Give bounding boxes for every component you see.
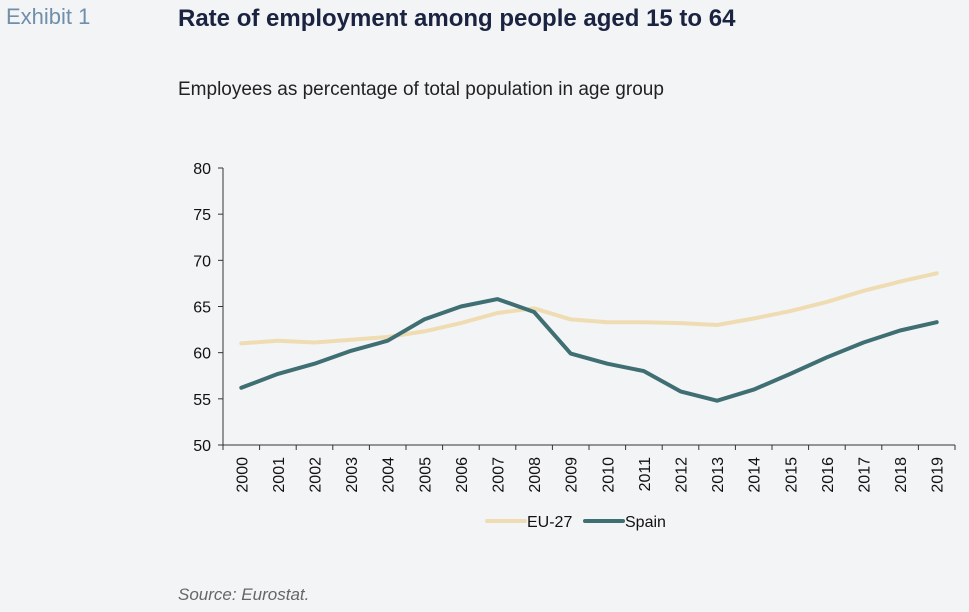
x-tick-label: 2007 xyxy=(491,457,508,493)
x-tick-label: 2002 xyxy=(308,457,325,493)
x-tick-label: 2019 xyxy=(930,457,947,493)
series-line-spain xyxy=(239,297,939,403)
exhibit-label: Exhibit 1 xyxy=(6,4,91,29)
x-tick-label: 2006 xyxy=(454,457,471,493)
x-tick-label: 2011 xyxy=(637,457,654,492)
x-tick-label: 2013 xyxy=(710,457,727,493)
y-tick-label: 65 xyxy=(193,300,211,317)
x-tick-label: 2018 xyxy=(893,457,910,493)
series-line-eu-27 xyxy=(239,271,939,346)
y-tick-label: 75 xyxy=(193,207,211,224)
x-tick-label: 2000 xyxy=(234,457,251,493)
chart-subtitle: Employees as percentage of total populat… xyxy=(178,79,664,100)
x-tick-label: 2008 xyxy=(527,457,544,493)
y-tick-label: 60 xyxy=(193,346,211,363)
x-tick-label: 2010 xyxy=(600,457,617,493)
x-tick-label: 2012 xyxy=(674,457,691,493)
x-tick-label: 2016 xyxy=(820,457,837,493)
source-note: Source: Eurostat. xyxy=(178,585,310,604)
x-tick-label: 2017 xyxy=(857,457,874,493)
legend-label: EU-27 xyxy=(527,514,572,531)
x-tick-label: 2009 xyxy=(564,457,581,493)
x-tick-label: 2014 xyxy=(747,457,764,493)
y-tick-label: 70 xyxy=(193,253,211,270)
x-tick-label: 2003 xyxy=(344,457,361,493)
legend-label: Spain xyxy=(625,514,666,531)
x-tick-label: 2005 xyxy=(417,457,434,493)
y-tick-label: 50 xyxy=(193,438,211,455)
x-tick-label: 2004 xyxy=(381,457,398,493)
y-tick-label: 55 xyxy=(193,392,211,409)
x-tick-label: 2001 xyxy=(271,457,288,493)
y-tick-label: 80 xyxy=(193,161,211,178)
x-tick-label: 2015 xyxy=(783,457,800,493)
chart-title: Rate of employment among people aged 15 … xyxy=(178,5,736,32)
